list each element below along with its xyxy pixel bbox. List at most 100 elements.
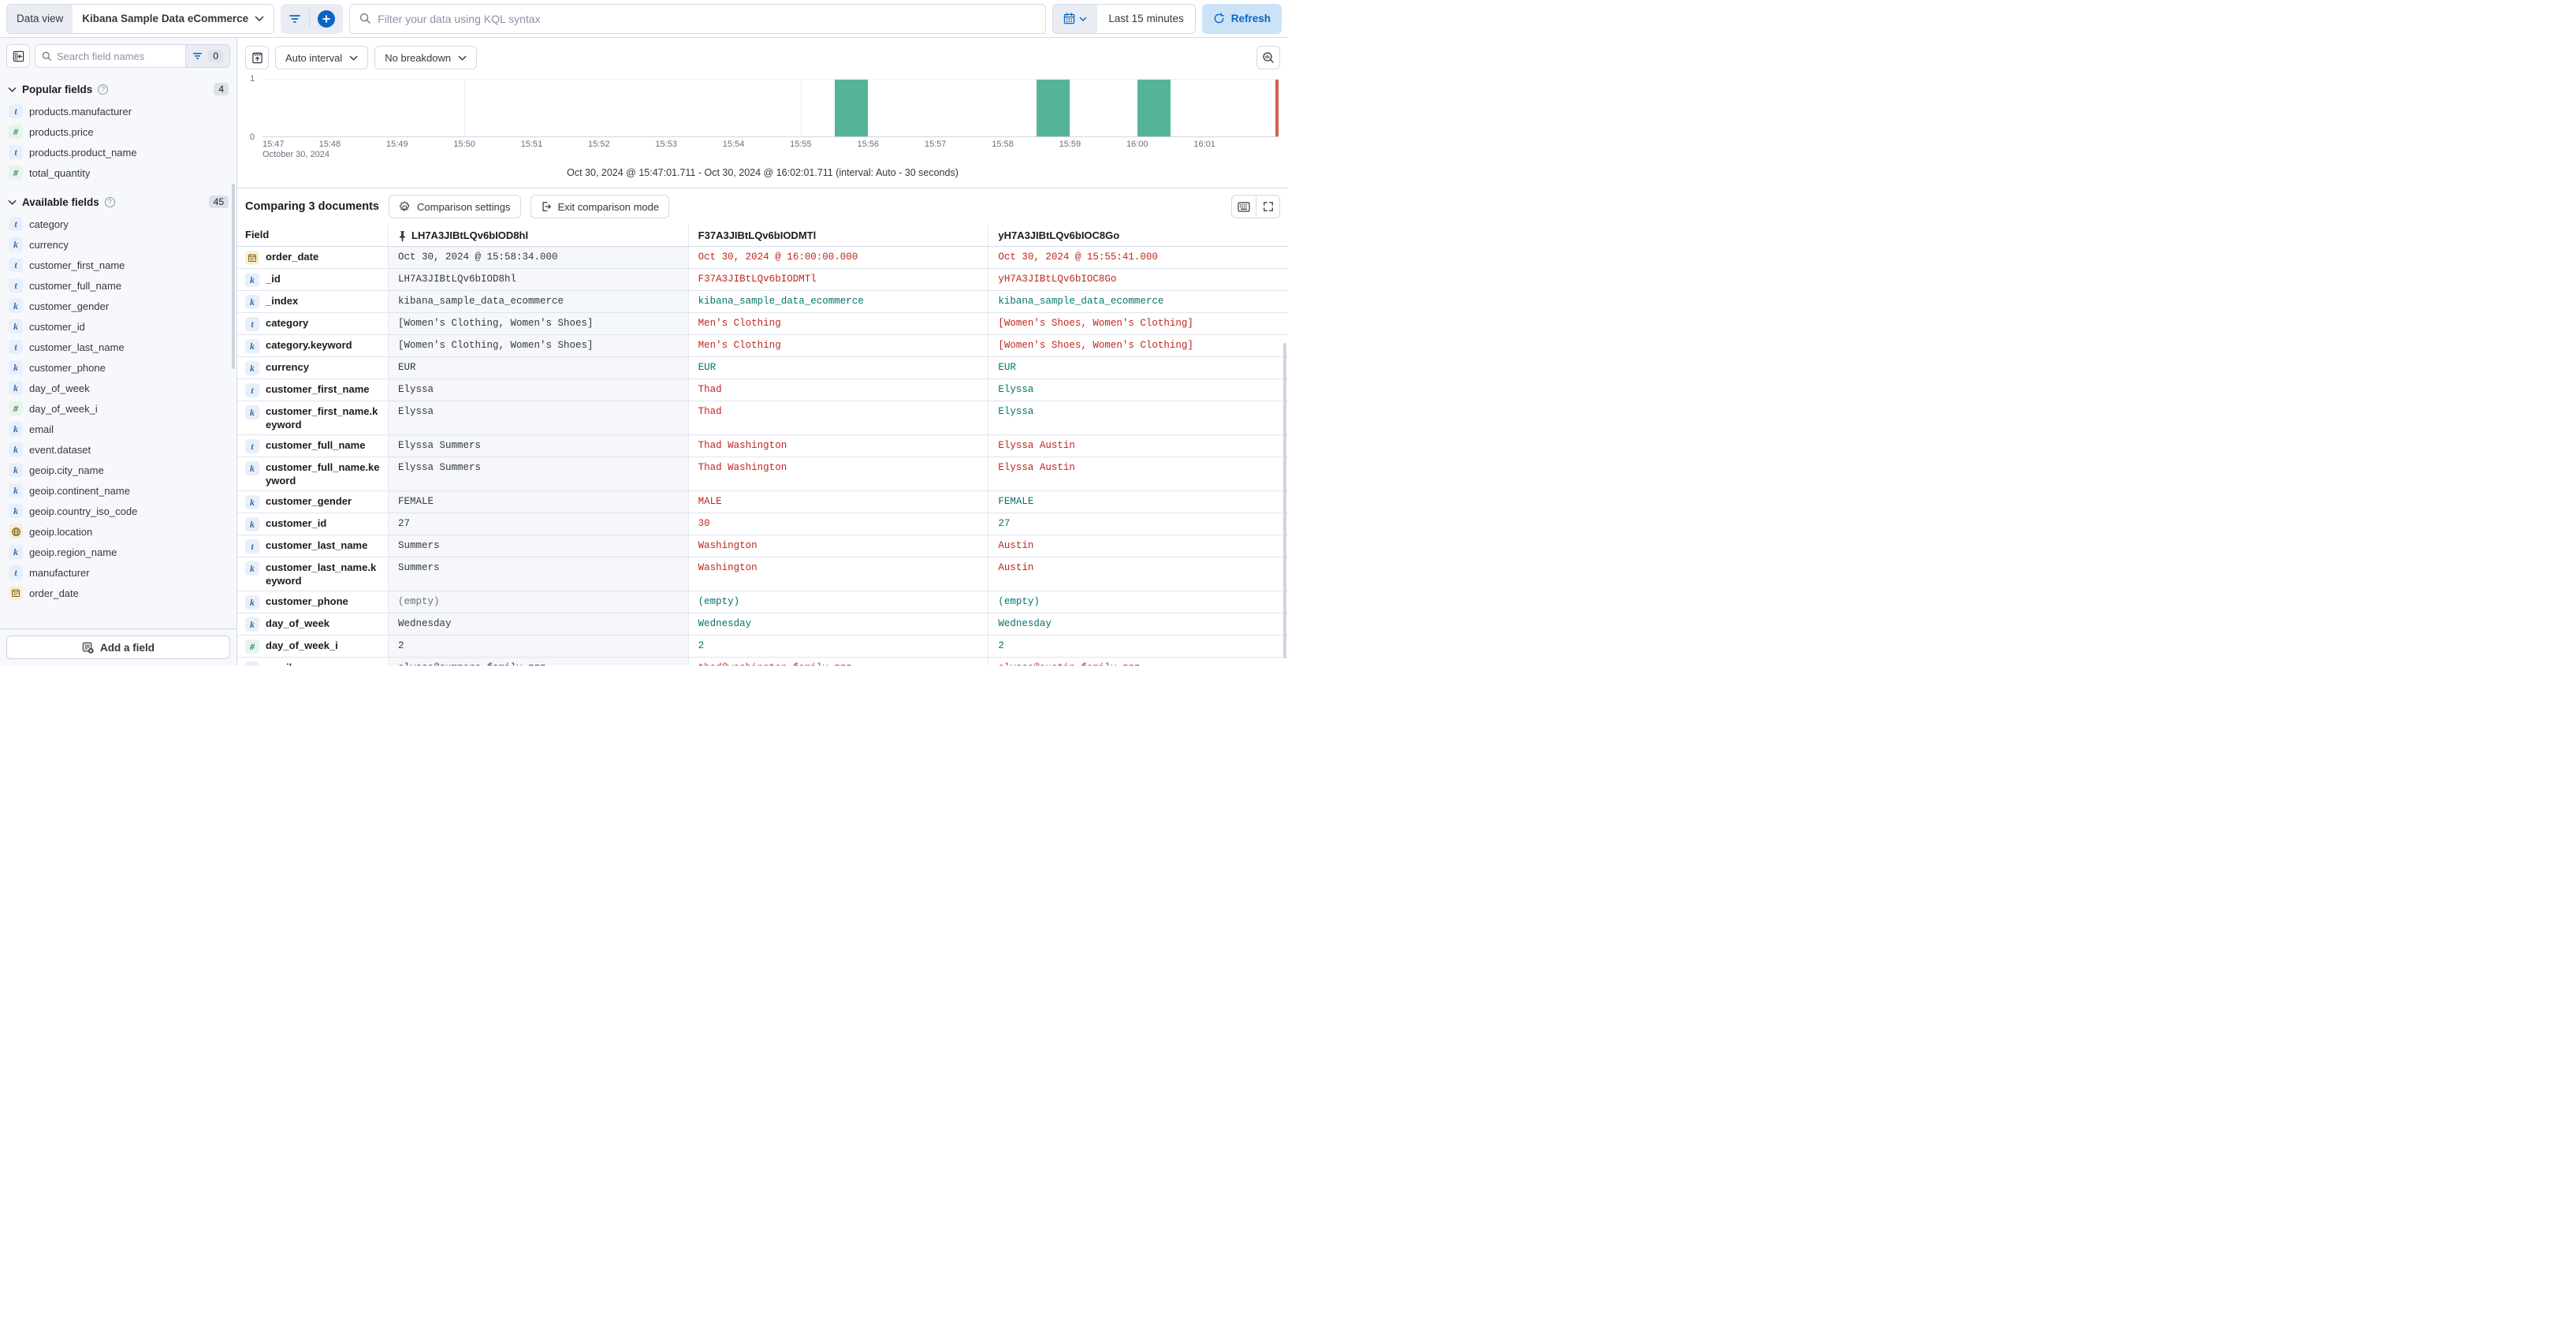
field-list-item[interactable]: k customer_phone [6, 357, 230, 378]
field-cell[interactable]: k customer_phone [237, 591, 389, 613]
doc-value-cell[interactable]: (empty) [389, 591, 689, 613]
doc-column-header[interactable]: F37A3JIBtLQv6bIODMTl [688, 225, 989, 246]
field-cell[interactable]: k day_of_week [237, 613, 389, 635]
doc-value-cell[interactable]: Wednesday [389, 613, 689, 635]
doc-value-cell[interactable]: Oct 30, 2024 @ 16:00:00.000 [689, 247, 989, 268]
refresh-button[interactable]: Refresh [1201, 3, 1282, 34]
doc-value-cell[interactable]: Austin [998, 562, 1034, 573]
table-scrollbar[interactable] [1283, 343, 1286, 658]
doc-value-cell[interactable]: 2 [389, 636, 689, 657]
field-list-scroll[interactable]: Popular fields ? 4 t products.manufactur… [0, 71, 236, 628]
doc-column-header-pinned[interactable]: LH7A3JIBtLQv6bIOD8hl [389, 225, 689, 246]
field-cell[interactable]: k _id [237, 269, 389, 290]
keyboard-shortcuts-button[interactable] [1232, 196, 1256, 218]
doc-value-cell[interactable]: kibana_sample_data_ecommerce [389, 291, 689, 312]
doc-value-cell[interactable]: Elyssa Austin [998, 462, 1075, 473]
field-filter-button[interactable]: 0 [185, 45, 229, 67]
field-cell[interactable]: order_date [237, 247, 389, 268]
doc-value-cell[interactable]: Oct 30, 2024 @ 15:58:34.000 [389, 247, 689, 268]
available-fields-header[interactable]: Available fields ? 45 [8, 196, 229, 208]
doc-value-cell[interactable]: MALE [689, 491, 989, 513]
field-cell[interactable]: t customer_first_name [237, 379, 389, 401]
field-list-item[interactable]: t products.manufacturer [6, 101, 230, 121]
field-list-item[interactable]: k event.dataset [6, 439, 230, 460]
doc-value-cell[interactable]: Thad Washington [689, 435, 989, 457]
doc-value-cell[interactable]: [Women's Shoes, Women's Clothing] [998, 318, 1193, 329]
doc-value-cell[interactable]: 2 [998, 640, 1004, 651]
doc-value-cell[interactable]: Washington [689, 535, 989, 557]
doc-value-cell[interactable]: [Women's Clothing, Women's Shoes] [389, 335, 689, 356]
time-range-button[interactable]: Last 15 minutes [1097, 4, 1195, 33]
doc-value-cell[interactable]: kibana_sample_data_ecommerce [998, 296, 1164, 307]
fullscreen-button[interactable] [1256, 196, 1279, 218]
field-list-item[interactable]: geoip.location [6, 521, 230, 542]
exit-comparison-button[interactable]: Exit comparison mode [530, 195, 670, 218]
field-cell[interactable]: k customer_last_name.keyword [237, 557, 389, 591]
doc-value-cell[interactable]: EUR [689, 357, 989, 378]
field-list-item[interactable]: k geoip.city_name [6, 460, 230, 480]
add-field-button[interactable]: Add a field [6, 636, 230, 659]
doc-value-cell[interactable]: 27 [998, 518, 1011, 529]
field-cell[interactable]: t customer_full_name [237, 435, 389, 457]
field-list-item[interactable]: t products.product_name [6, 142, 230, 162]
field-list-item[interactable]: t category [6, 214, 230, 234]
chart-plot-area[interactable]: October 30, 2024 15:47 15:48 15:49 15:50 15:… [262, 79, 1279, 159]
doc-value-cell[interactable]: Summers [389, 535, 689, 557]
data-view-button[interactable]: Kibana Sample Data eCommerce [73, 4, 274, 33]
doc-value-cell[interactable]: (empty) [689, 591, 989, 613]
field-cell[interactable]: k currency [237, 357, 389, 378]
kql-query-input[interactable] [378, 12, 1037, 25]
edit-visualization-button[interactable] [1256, 46, 1280, 69]
doc-value-cell[interactable]: FEMALE [389, 491, 689, 513]
doc-value-cell[interactable]: yH7A3JIBtLQv6bIOC8Go [998, 274, 1117, 285]
field-cell[interactable]: k category.keyword [237, 335, 389, 356]
field-list-item[interactable]: t customer_full_name [6, 275, 230, 296]
comparison-settings-button[interactable]: Comparison settings [389, 195, 521, 218]
doc-value-cell[interactable]: [Women's Shoes, Women's Clothing] [998, 340, 1193, 351]
doc-value-cell[interactable]: Austin [998, 540, 1034, 551]
doc-value-cell[interactable]: EUR [998, 362, 1016, 373]
field-list-item[interactable]: k geoip.region_name [6, 542, 230, 562]
field-list-item[interactable]: k customer_gender [6, 296, 230, 316]
doc-value-cell[interactable]: 27 [389, 513, 689, 535]
breakdown-dropdown[interactable]: No breakdown [374, 46, 478, 69]
doc-value-cell[interactable]: Men's Clothing [689, 313, 989, 334]
interval-dropdown[interactable]: Auto interval [275, 46, 369, 69]
histogram-bar[interactable] [1137, 80, 1171, 136]
field-list-item[interactable]: k geoip.country_iso_code [6, 501, 230, 521]
doc-value-cell[interactable]: [Women's Clothing, Women's Shoes] [389, 313, 689, 334]
doc-value-cell[interactable]: Summers [389, 557, 689, 591]
chart-options-button[interactable] [245, 46, 269, 69]
doc-value-cell[interactable]: (empty) [998, 596, 1040, 607]
doc-value-cell[interactable]: Elyssa [389, 379, 689, 401]
field-list-item[interactable]: k day_of_week [6, 378, 230, 398]
field-list-item[interactable]: t customer_first_name [6, 255, 230, 275]
field-search-input[interactable] [57, 50, 180, 62]
doc-value-cell[interactable]: kibana_sample_data_ecommerce [689, 291, 989, 312]
doc-value-cell[interactable]: Washington [689, 557, 989, 591]
popular-fields-header[interactable]: Popular fields ? 4 [8, 83, 229, 95]
field-list-item[interactable]: # products.price [6, 121, 230, 142]
doc-value-cell[interactable]: Elyssa Austin [998, 440, 1075, 451]
field-cell[interactable]: k customer_full_name.keyword [237, 457, 389, 490]
field-cell[interactable]: k customer_first_name.keyword [237, 401, 389, 434]
doc-value-cell[interactable]: Elyssa [998, 406, 1034, 417]
doc-value-cell[interactable]: F37A3JIBtLQv6bIODMTl [689, 269, 989, 290]
field-cell[interactable]: t category [237, 313, 389, 334]
doc-value-cell[interactable]: thad@washington-family.zzz [689, 658, 989, 666]
date-picker-button[interactable] [1053, 4, 1098, 33]
doc-value-cell[interactable]: elyssa@austin-family.zzz [988, 658, 1288, 666]
field-cell[interactable]: t customer_last_name [237, 535, 389, 557]
doc-value-cell[interactable]: Thad [689, 379, 989, 401]
doc-value-cell[interactable]: Elyssa Summers [389, 435, 689, 457]
doc-value-cell[interactable]: Wednesday [998, 618, 1052, 629]
field-list-item[interactable]: k email [6, 419, 230, 439]
field-cell[interactable]: k email [237, 658, 389, 666]
doc-value-cell[interactable]: Oct 30, 2024 @ 15:55:41.000 [998, 252, 1158, 263]
doc-value-cell[interactable]: 30 [689, 513, 989, 535]
field-list-item[interactable]: k currency [6, 234, 230, 255]
field-list-item[interactable]: # total_quantity [6, 162, 230, 183]
doc-column-header[interactable]: yH7A3JIBtLQv6bIOC8Go [988, 225, 1288, 246]
add-filter-button[interactable] [318, 9, 336, 28]
doc-value-cell[interactable]: elyssa@summers-family.zzz [389, 658, 689, 666]
